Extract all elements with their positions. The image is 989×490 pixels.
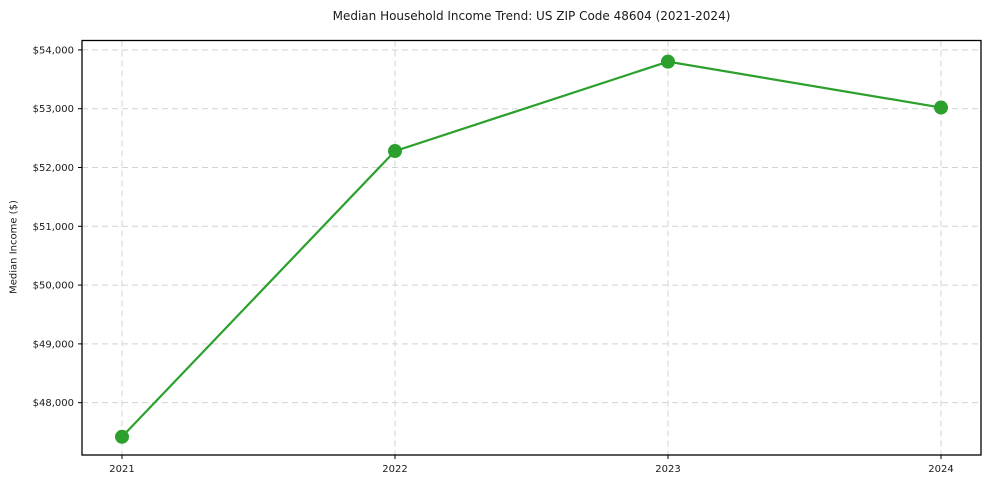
x-tick-label: 2022 [382, 464, 407, 475]
y-tick-label: $50,000 [33, 281, 74, 292]
x-tick-label: 2023 [655, 464, 680, 475]
y-tick-label: $52,000 [33, 163, 74, 174]
y-tick-label: $48,000 [33, 398, 74, 409]
y-tick-label: $54,000 [33, 45, 74, 56]
plot-border [81, 39, 982, 456]
chart-title: Median Household Income Trend: US ZIP Co… [332, 9, 731, 23]
y-tick-label: $49,000 [33, 339, 74, 350]
x-tick-label: 2021 [109, 464, 134, 475]
plot-background [82, 40, 981, 455]
data-point-2024 [934, 100, 948, 115]
y-tick-label: $51,000 [33, 222, 74, 233]
data-point-2023 [661, 54, 675, 69]
data-point-2022 [388, 144, 402, 159]
y-tick-label: $53,000 [33, 104, 74, 115]
x-tick-label: 2024 [928, 464, 953, 475]
data-point-2021 [115, 429, 129, 444]
income-trend-line [120, 60, 943, 438]
